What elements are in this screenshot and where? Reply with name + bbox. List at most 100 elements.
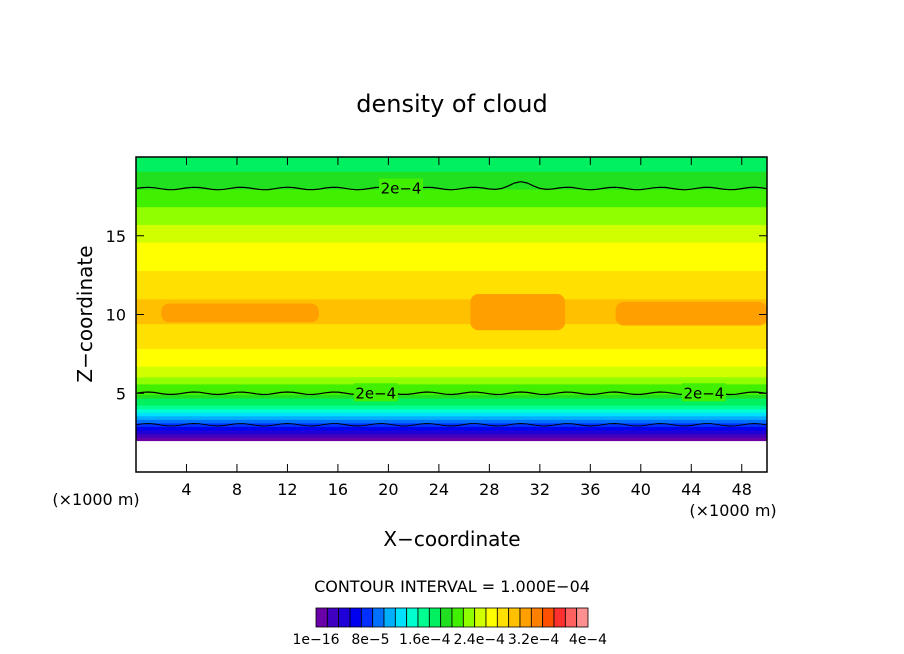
density-band [136, 376, 767, 381]
x-tick-label: 8 [232, 480, 242, 499]
density-band [136, 394, 767, 399]
density-band [136, 242, 767, 247]
density-band [136, 217, 767, 222]
colorbar-swatch [326, 607, 340, 628]
colorbar-label: 3.2e−4 [508, 632, 560, 648]
colorbar-swatch [315, 607, 328, 628]
contour-line-upper [135, 181, 768, 191]
high-density-patches [161, 294, 767, 331]
density-band [136, 231, 767, 236]
density-band [136, 415, 767, 420]
colorbar-label: 8e−5 [351, 632, 389, 648]
density-band [136, 323, 767, 328]
x-tick-label: 48 [732, 480, 752, 499]
density-band [136, 174, 767, 179]
x-tick-label: 36 [580, 480, 600, 499]
contour-label-bg [379, 178, 424, 197]
density-band [136, 213, 767, 218]
plot-area: 2e−4 2e−4 2e−4 [135, 156, 768, 473]
contour-line-lower [135, 391, 768, 396]
colorbar-swatch [508, 607, 521, 628]
density-band [136, 366, 767, 371]
colorbar-swatch [485, 607, 498, 628]
colorbar-swatch [553, 607, 566, 628]
density-band [136, 327, 767, 332]
density-band [136, 383, 767, 388]
density-band [136, 369, 767, 374]
colorbar-swatch [349, 607, 362, 628]
density-band [136, 405, 767, 410]
contour-label-bg [353, 383, 398, 402]
contour-line-base [135, 423, 768, 427]
colorbar [315, 607, 589, 628]
density-band [136, 210, 767, 215]
density-band [136, 422, 767, 427]
density-band [136, 397, 767, 403]
density-band [136, 351, 767, 357]
colorbar-swatch [406, 607, 419, 628]
density-band [136, 270, 767, 275]
density-band [136, 206, 767, 211]
density-band [136, 298, 767, 303]
x-axis-ticks: 4 8 12 16 20 24 28 32 36 40 44 48 [181, 157, 752, 499]
density-band [136, 178, 767, 183]
x-tick-label: 20 [378, 480, 398, 499]
density-band [136, 358, 767, 364]
density-band [136, 192, 767, 197]
colorbar-swatch [519, 607, 532, 628]
colorbar-label: 2.4e−4 [453, 632, 505, 648]
x-tick-label: 44 [681, 480, 701, 499]
density-band [136, 249, 767, 254]
density-patch [615, 301, 767, 326]
contour-label: 2e−4 [381, 180, 422, 198]
colorbar-swatch [428, 607, 442, 628]
density-band [136, 390, 767, 396]
density-band [136, 316, 767, 321]
density-band [136, 309, 767, 314]
density-band [136, 429, 767, 435]
colorbar-swatch [462, 607, 476, 628]
y-axis-title: Z−coordinate [73, 245, 97, 382]
contour-interval-text: CONTOUR INTERVAL = 1.000E−04 [314, 577, 590, 596]
y-tick-label: 10 [106, 306, 126, 325]
density-band [136, 273, 767, 279]
density-band [136, 401, 767, 406]
x-tick-label: 28 [479, 480, 499, 499]
density-band [136, 337, 767, 342]
colorbar-swatch [496, 607, 510, 628]
chart-title: density of cloud [356, 90, 547, 118]
density-band [136, 227, 767, 233]
density-band [136, 195, 767, 201]
density-band [136, 277, 767, 282]
density-band [136, 355, 767, 360]
density-band [136, 157, 767, 162]
colorbar-swatch [394, 607, 408, 628]
colorbar-swatch [530, 607, 544, 628]
x-axis-title: X−coordinate [383, 527, 520, 551]
contour-label-bg [681, 383, 726, 402]
density-band [136, 334, 767, 339]
density-band [136, 341, 767, 346]
colorbar-swatch [440, 607, 453, 628]
colorbar-swatch [372, 607, 385, 628]
x-unit-left: (×1000 m) [52, 490, 139, 509]
contour-label: 2e−4 [355, 384, 396, 402]
density-band [136, 320, 767, 325]
contour-label: 2e−4 [683, 384, 724, 402]
density-band [136, 426, 767, 431]
colorbar-label: 1.6e−4 [399, 632, 451, 648]
density-band [136, 312, 767, 318]
y-tick-label: 5 [116, 384, 126, 403]
density-band [136, 199, 767, 204]
density-band [136, 245, 767, 250]
colorbar-swatch [417, 607, 430, 628]
density-band [136, 380, 767, 385]
density-band [136, 305, 767, 310]
density-band [136, 291, 767, 296]
density-band [136, 203, 767, 208]
colorbar-swatch [474, 607, 487, 628]
contour-lines: 2e−4 2e−4 2e−4 [135, 178, 768, 427]
colorbar-label: 1e−16 [292, 632, 339, 648]
density-band [136, 220, 767, 225]
